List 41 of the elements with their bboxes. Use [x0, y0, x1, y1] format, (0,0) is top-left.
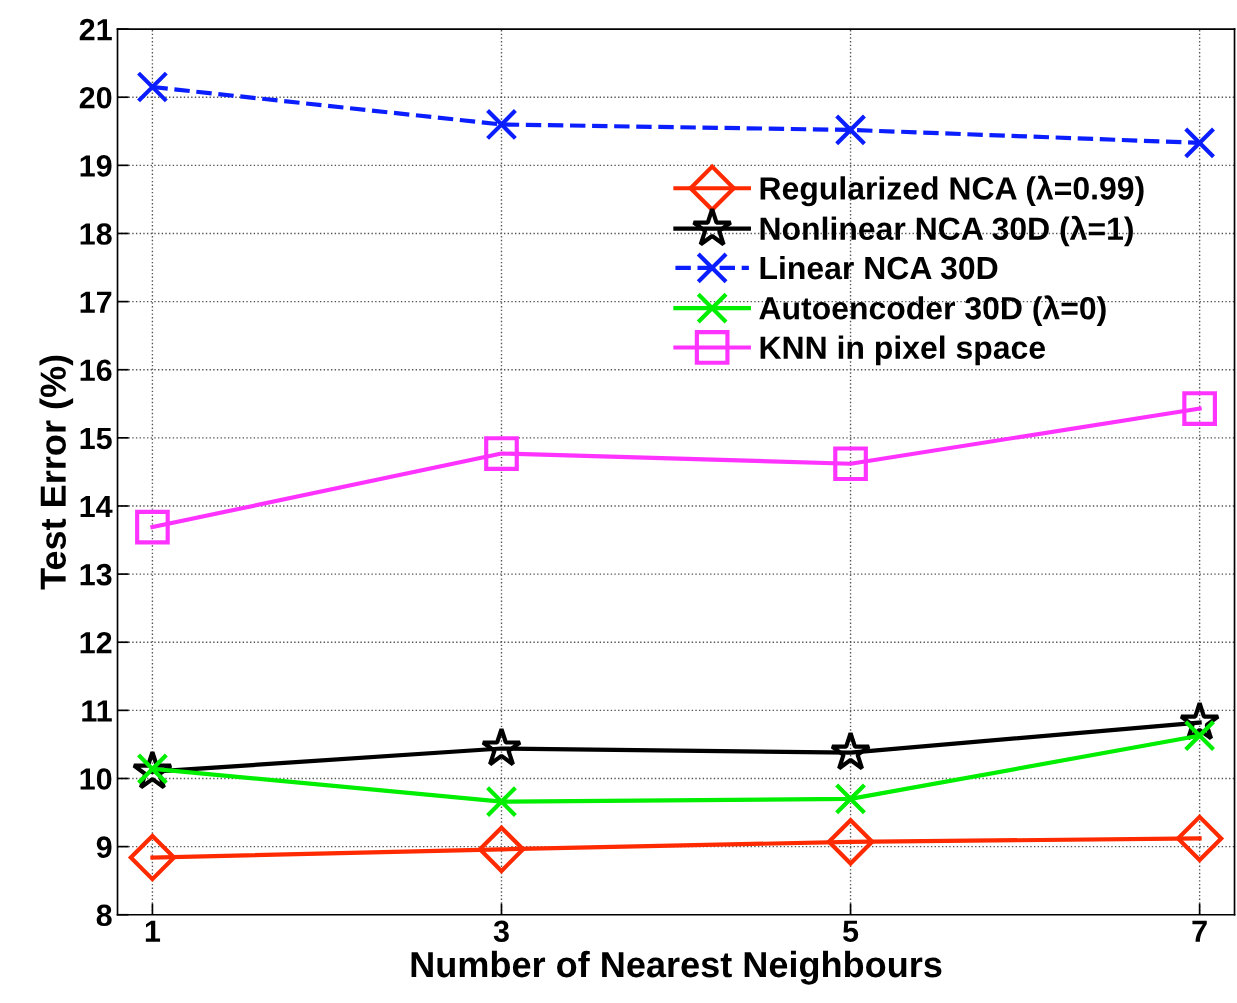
point	[834, 782, 867, 815]
point	[480, 726, 523, 767]
point	[484, 436, 519, 471]
point	[485, 785, 518, 818]
y-tick-label: 11	[82, 700, 112, 722]
legend-label: Autoencoder 30D (λ=0)	[759, 295, 1106, 326]
y-tick-label: 8	[96, 904, 112, 927]
legend-label: Linear NCA 30D	[760, 255, 998, 280]
y-tick-label: 10	[80, 768, 112, 790]
point	[826, 818, 875, 866]
x-axis-title: Number of Nearest Neighbours	[411, 950, 942, 985]
point	[135, 509, 170, 545]
point	[1182, 391, 1217, 426]
x-tick-label: 3	[493, 920, 509, 943]
y-tick-label: 14	[80, 496, 113, 518]
legend-label: Nonlinear NCA 30D (λ=1)	[760, 215, 1133, 247]
point	[128, 833, 177, 882]
point	[477, 825, 526, 874]
point	[1175, 814, 1224, 863]
y-tick-label: 19	[80, 155, 112, 177]
y-tick-label: 16	[80, 359, 112, 382]
point	[833, 446, 868, 482]
y-tick-label: 13	[80, 563, 112, 586]
y-tick-label: 15	[80, 427, 112, 450]
y-tick-label: 21	[79, 18, 112, 41]
point	[829, 731, 872, 771]
y-axis-title: Test Error (%)	[39, 355, 74, 590]
x-tick-label: 1	[145, 920, 161, 942]
point	[136, 71, 169, 103]
y-tick-label: 17	[80, 291, 112, 313]
y-tick-label: 12	[80, 631, 112, 654]
point	[485, 108, 518, 141]
legend-label: KNN in pixel space	[760, 335, 1045, 366]
y-tick-label: 9	[96, 836, 112, 858]
x-tick-label: 7	[1192, 920, 1207, 942]
y-tick-label: 18	[80, 223, 112, 245]
point	[834, 113, 867, 146]
x-tick-label: 5	[843, 920, 859, 943]
y-tick-label: 20	[79, 86, 112, 109]
legend-label: Regularized NCA (λ=0.99)	[760, 175, 1144, 207]
point	[1183, 126, 1216, 159]
